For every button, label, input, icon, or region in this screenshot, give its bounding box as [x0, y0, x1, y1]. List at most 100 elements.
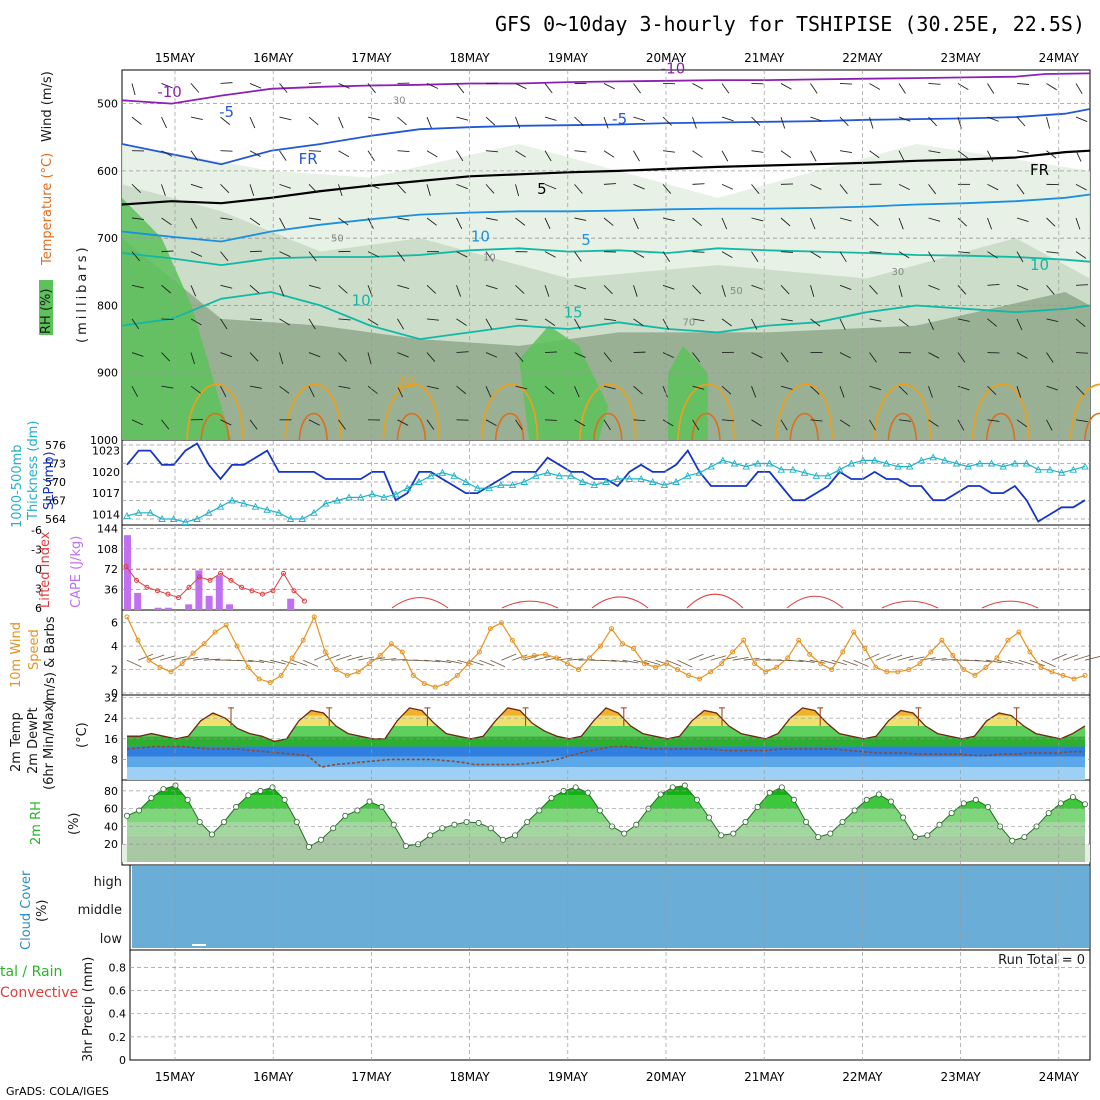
pressure-tick-label: 900 — [97, 367, 118, 380]
isotherm-20-loop — [873, 383, 932, 441]
rh-point — [1009, 837, 1016, 844]
wind-speed-point — [1005, 637, 1011, 643]
thickness-point — [415, 478, 423, 485]
wind-barb — [367, 251, 379, 258]
date-label-bottom: 24MAY — [1039, 1070, 1080, 1084]
wind-10m-barb — [919, 657, 936, 661]
wind-barb — [603, 352, 612, 363]
wind-speed-point — [300, 637, 306, 643]
thickness-point — [824, 471, 832, 479]
temperature-2m-labels: 2m Temp 2m DewPt (6hr Min/Max) (°C) — [9, 700, 90, 790]
wind-speed-point — [366, 661, 372, 667]
rh-shade-3 — [122, 197, 232, 440]
rh-point — [293, 819, 300, 826]
wind-barb — [131, 352, 144, 357]
wind-speed-point — [631, 645, 637, 651]
temp-band — [127, 767, 1085, 780]
rh-point — [803, 819, 810, 826]
wind-barb — [721, 318, 732, 327]
wind-barb — [574, 150, 587, 153]
wind-barb — [898, 217, 904, 230]
wind-speed-point — [741, 637, 747, 643]
rh-point — [572, 784, 579, 791]
wind-barb — [751, 116, 761, 126]
rh-point — [245, 792, 252, 799]
wind-barb — [603, 284, 613, 295]
lifted-index-point — [218, 570, 223, 576]
wind-barb — [1046, 116, 1051, 129]
wind-speed-point — [928, 649, 934, 655]
wind-barb — [780, 385, 793, 390]
isotherm-label: 5 — [537, 180, 547, 198]
slp-tick-label: 1020 — [92, 466, 120, 479]
wind-barb — [869, 217, 879, 227]
rh-point — [233, 803, 240, 810]
wind-barb — [1016, 352, 1028, 359]
temp2-label-a: 2m Temp — [9, 712, 24, 772]
cape-bar — [124, 535, 131, 610]
thickness-point — [917, 456, 926, 464]
wind-barb — [574, 284, 587, 290]
wind-speed-point — [906, 667, 912, 673]
wind-speed-point — [432, 684, 438, 690]
thickness-point — [870, 456, 879, 464]
wind-barb — [1075, 217, 1081, 230]
date-label-bottom: 21MAY — [744, 1070, 785, 1084]
wind-barb — [957, 284, 967, 295]
rh-point — [1021, 834, 1028, 841]
wind-barb — [220, 217, 233, 221]
wind-barb — [367, 352, 372, 365]
thickness-point — [508, 481, 517, 489]
wind-10m-barb — [699, 654, 715, 661]
rh-point — [451, 821, 458, 828]
rh-point — [972, 796, 979, 803]
upper-air-panel: -10 -10 -5 -5 FR FR 5 5 10 10 10 15 20 30 50 70 10 30 50 50… — [90, 59, 1100, 447]
wind-speed-point — [465, 661, 471, 667]
wind-barb — [869, 352, 877, 363]
wind-speed-point — [620, 641, 626, 647]
wind10-label-c: (m/s) & Barbs — [43, 616, 58, 706]
wind-barb — [249, 184, 255, 196]
rh-point — [342, 812, 349, 819]
rh-point — [1069, 794, 1076, 801]
wind-barb — [751, 284, 763, 290]
wind-barb — [662, 352, 675, 359]
rh-point — [596, 807, 603, 814]
pressure-tick-label: 800 — [97, 299, 118, 312]
precip-tick-label: 0.6 — [109, 985, 127, 998]
wind-barb — [190, 385, 201, 394]
wind-10m-barb — [380, 658, 397, 661]
wind-speed-point — [1060, 672, 1066, 678]
date-label-top: 23MAY — [940, 51, 981, 65]
rh-point — [378, 803, 385, 810]
wind-speed-point — [234, 643, 240, 649]
wind-barb — [279, 150, 287, 161]
isotherm-25-loop — [396, 412, 427, 441]
temp2-label-c: (6hr Min/Max) — [42, 700, 57, 790]
wind-barb — [839, 352, 851, 359]
wind-barb — [367, 385, 378, 394]
rh-point — [499, 836, 506, 843]
thickness-point — [146, 508, 155, 516]
wind-barb — [544, 385, 555, 395]
wind-barb — [721, 116, 734, 122]
isotherm-20-loop — [677, 383, 735, 441]
thickness-point — [835, 465, 844, 473]
wind-speed-point — [950, 653, 956, 659]
wind-barb — [131, 217, 144, 220]
wind-10m-barb — [391, 658, 408, 661]
wind-barb — [810, 150, 817, 162]
wind-10m-barb — [270, 659, 286, 665]
wind-speed-point — [344, 672, 350, 678]
thickness-point — [987, 459, 996, 467]
rh-point — [536, 807, 543, 814]
temp-band — [127, 736, 1085, 747]
wind-barb — [987, 283, 1000, 286]
date-label-top: 15MAY — [155, 51, 196, 65]
lifted-index-bump — [686, 593, 744, 609]
thickness-point — [1069, 465, 1078, 473]
rh-point — [863, 796, 870, 803]
wind-barb — [220, 116, 231, 125]
wind-barb — [987, 150, 994, 162]
